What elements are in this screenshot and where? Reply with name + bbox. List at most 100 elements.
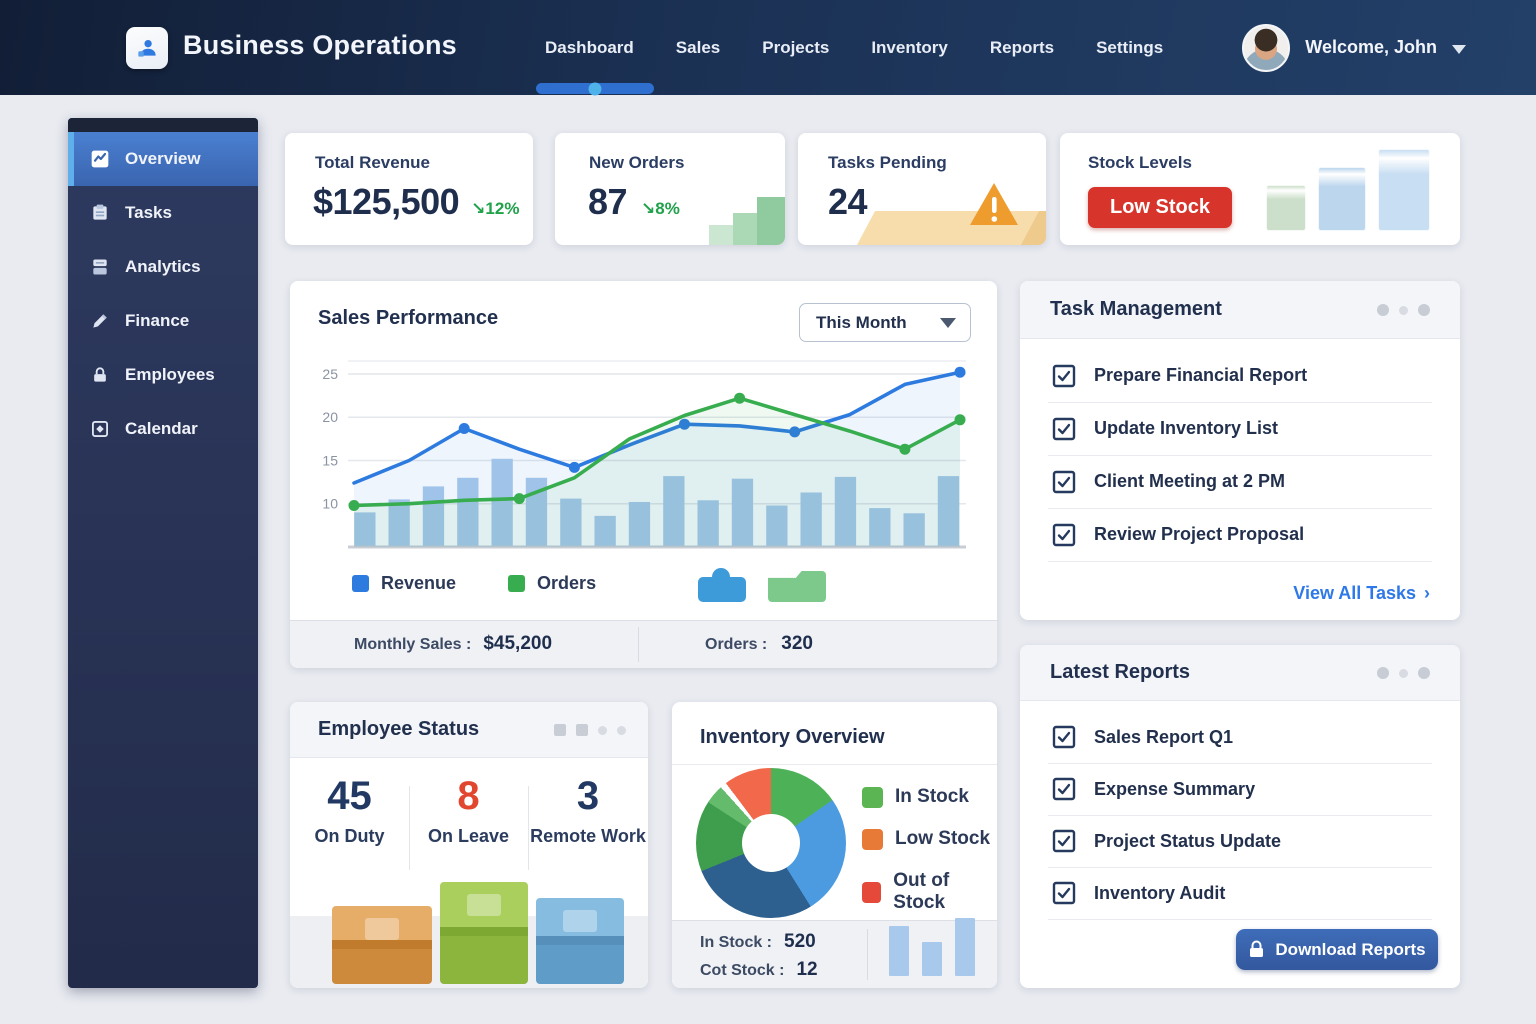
sales-performance-panel: Sales Performance This Month 25 20 15 10 Re… (290, 281, 997, 668)
panel-title: Sales Performance (318, 307, 499, 329)
stock-levels-card: Stock Levels Low Stock (1060, 133, 1460, 245)
sidebar-item-finance[interactable]: Finance (68, 294, 258, 348)
sidebar-item-overview[interactable]: Overview (68, 132, 258, 186)
report-row[interactable]: Inventory Audit (1020, 867, 1460, 919)
menu-dot (598, 725, 607, 735)
stat-on-leave: 8 On Leave (409, 774, 528, 847)
card-title: Stock Levels (1088, 153, 1192, 172)
inventory-footer: In Stock : 520 Cot Stock : 12 (672, 918, 997, 988)
book-icon (93, 259, 107, 275)
panel-menu-dots[interactable] (1377, 304, 1430, 316)
view-all-tasks-link[interactable]: View All Tasks › (1293, 583, 1430, 604)
lock-icon (94, 367, 106, 382)
menu-dot (1399, 668, 1408, 678)
panel-menu-dots[interactable] (1377, 667, 1430, 679)
report-label: Inventory Audit (1094, 882, 1226, 903)
orders-delta: ↘8% (641, 199, 680, 218)
divider (1048, 867, 1432, 868)
in-stock-label: In Stock : (700, 934, 773, 951)
orders-shape-icon (768, 571, 826, 602)
sidebar-item-label: Overview (125, 149, 201, 168)
svg-text:10: 10 (322, 496, 338, 512)
menu-dot (617, 725, 626, 735)
sidebar-item-tasks[interactable]: Tasks (68, 186, 258, 240)
user-avatar[interactable] (1242, 23, 1291, 72)
box-lid (440, 926, 528, 936)
card-title: Total Revenue (315, 153, 430, 172)
nav-item-sales[interactable]: Sales (675, 37, 721, 57)
checkbox-checked-icon[interactable] (1052, 417, 1076, 441)
total-revenue-card: Total Revenue $125,500 ↘12% (285, 133, 533, 245)
task-row[interactable]: Client Meeting at 2 PM (1020, 455, 1460, 508)
mini-bar-0 (889, 926, 909, 976)
checkbox-checked-icon[interactable] (1052, 777, 1076, 801)
revenue-value: $125,500 (313, 181, 460, 222)
step-0 (709, 225, 733, 245)
inventory-donut-chart (696, 768, 846, 918)
checkbox-checked-icon[interactable] (1052, 523, 1076, 547)
nav-item-dashboard[interactable]: Dashboard (545, 37, 634, 57)
legend-item-revenue: Revenue (352, 573, 456, 594)
arrow-down-icon: ↘ (471, 199, 486, 218)
divider (1048, 919, 1432, 920)
checkbox-checked-icon[interactable] (1052, 881, 1076, 905)
task-row[interactable]: Update Inventory List (1020, 402, 1460, 455)
divider (528, 786, 529, 870)
sales-footer: Monthly Sales : $45,200 Orders : 320 (290, 620, 997, 668)
mini-bar-2 (955, 918, 975, 976)
sidebar-item-calendar[interactable]: Calendar (68, 402, 258, 456)
legend-item-low-stock: Low Stock (862, 828, 997, 850)
report-row[interactable]: Expense Summary (1020, 763, 1460, 815)
panel-menu-dots[interactable] (554, 724, 626, 736)
panel-header: Task Management (1020, 281, 1460, 339)
latest-reports-panel: Latest Reports Sales Report Q1 Expense S… (1020, 645, 1460, 988)
nav-item-reports[interactable]: Reports (989, 37, 1055, 57)
nav-item-projects[interactable]: Projects (762, 37, 830, 57)
legend-item-orders: Orders (508, 573, 596, 594)
new-orders-card: New Orders 87 ↘8% (555, 133, 785, 245)
task-row[interactable]: Prepare Financial Report (1020, 349, 1460, 402)
divider (867, 929, 868, 980)
checkbox-checked-icon[interactable] (1052, 364, 1076, 388)
menu-dot (1418, 667, 1430, 679)
employee-status-panel: Employee Status 45 On Duty 8 On Leave 3 … (290, 702, 648, 988)
in-stock-value: 520 (784, 931, 816, 952)
checkbox-checked-icon[interactable] (1052, 725, 1076, 749)
on-leave-value: 8 (457, 774, 480, 818)
sales-combo-chart: 25 20 15 10 (322, 360, 966, 549)
top-navigation-bar: Business Operations Dashboard Sales Proj… (0, 0, 1536, 95)
nav-item-settings[interactable]: Settings (1096, 37, 1164, 57)
monthly-sales-label: Monthly Sales : (354, 636, 472, 653)
stock-box-0 (1266, 185, 1306, 231)
employee-box-2 (536, 898, 624, 984)
step-2 (757, 197, 785, 245)
report-row[interactable]: Sales Report Q1 (1020, 711, 1460, 763)
nav-item-inventory[interactable]: Inventory (871, 37, 948, 57)
sidebar-top-strip (68, 118, 258, 132)
button-label: Download Reports (1275, 939, 1426, 959)
download-reports-button[interactable]: Download Reports (1236, 929, 1438, 970)
divider (409, 786, 410, 870)
checkbox-checked-icon[interactable] (1052, 829, 1076, 853)
active-nav-indicator (536, 82, 654, 95)
sidebar-item-employees[interactable]: Employees (68, 348, 258, 402)
main-nav: Dashboard Sales Projects Inventory Repor… (545, 0, 1163, 95)
donut-hole (742, 814, 800, 872)
revenue-legend-swatch (352, 575, 369, 592)
monthly-sales-value: $45,200 (483, 633, 553, 654)
menu-dot (1418, 304, 1430, 316)
sidebar-item-analytics[interactable]: Analytics (68, 240, 258, 294)
on-leave-label: On Leave (427, 826, 510, 846)
report-label: Project Status Update (1094, 830, 1282, 851)
task-row[interactable]: Review Project Proposal (1020, 508, 1460, 561)
time-range-dropdown[interactable]: This Month (799, 303, 971, 342)
user-menu[interactable]: Welcome, John (1242, 0, 1466, 95)
revenue-shape-icon (698, 568, 746, 602)
employee-box-0 (332, 906, 432, 984)
report-row[interactable]: Project Status Update (1020, 815, 1460, 867)
chevron-down-icon[interactable] (1452, 44, 1466, 54)
low-stock-badge[interactable]: Low Stock (1088, 187, 1233, 228)
dropdown-value: This Month (816, 312, 907, 332)
checkbox-checked-icon[interactable] (1052, 470, 1076, 494)
menu-square (554, 724, 566, 736)
